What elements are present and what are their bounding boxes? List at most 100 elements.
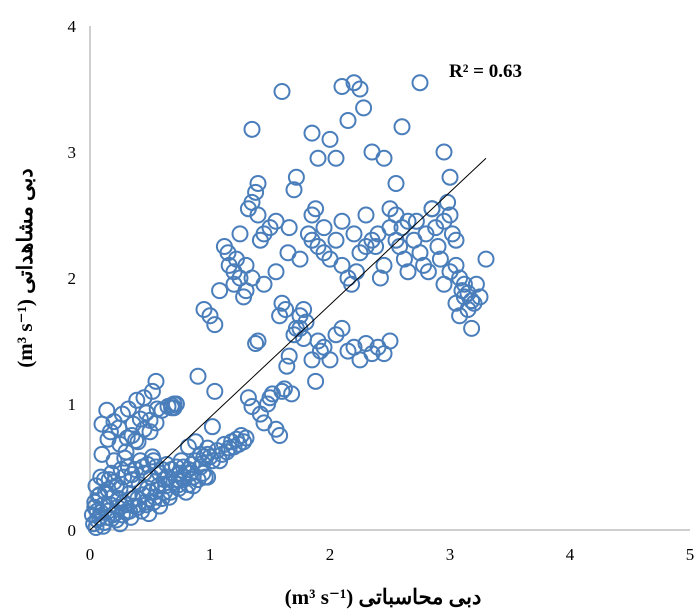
data-point xyxy=(206,316,224,334)
data-point xyxy=(98,401,116,419)
data-point xyxy=(105,452,123,470)
data-point xyxy=(303,124,321,142)
data-point xyxy=(467,275,485,293)
data-point xyxy=(291,319,309,337)
data-point xyxy=(351,244,369,262)
data-point xyxy=(143,448,161,466)
data-point xyxy=(237,429,255,447)
data-point xyxy=(235,433,253,451)
data-point xyxy=(363,345,381,363)
y-tick-label: 0 xyxy=(68,521,77,540)
data-point xyxy=(104,506,122,524)
data-point xyxy=(463,292,481,310)
x-tick-label: 3 xyxy=(446,545,455,564)
data-point xyxy=(339,112,357,129)
data-point xyxy=(333,319,351,337)
data-point xyxy=(459,284,477,302)
data-point xyxy=(163,396,181,414)
data-point xyxy=(101,423,119,441)
data-point xyxy=(105,473,123,491)
data-point xyxy=(279,244,297,262)
data-point xyxy=(347,263,365,281)
x-tick-label: 0 xyxy=(86,545,95,564)
data-point xyxy=(431,250,449,268)
data-point xyxy=(249,206,267,224)
data-point xyxy=(327,326,345,344)
data-point xyxy=(371,269,389,287)
y-tick-label: 3 xyxy=(68,143,77,162)
trendline xyxy=(89,157,487,531)
data-point xyxy=(247,335,265,353)
data-point xyxy=(219,244,237,262)
data-point xyxy=(307,372,325,390)
data-point xyxy=(369,225,387,243)
data-point xyxy=(295,301,313,318)
data-point xyxy=(477,250,495,268)
data-point xyxy=(441,263,459,281)
y-tick-label: 2 xyxy=(68,269,77,288)
data-point xyxy=(315,219,333,237)
data-point xyxy=(351,80,369,98)
data-point xyxy=(357,238,375,255)
data-point xyxy=(327,149,345,167)
data-point xyxy=(249,175,267,192)
data-point xyxy=(419,263,437,281)
data-point xyxy=(399,263,417,281)
data-point xyxy=(273,83,291,101)
data-point xyxy=(429,238,447,255)
data-point xyxy=(117,443,135,461)
data-point xyxy=(255,225,273,243)
data-point xyxy=(145,493,163,511)
y-tick-labels: 0 1 2 3 4 xyxy=(68,17,77,540)
data-point xyxy=(357,206,375,224)
axes xyxy=(89,26,690,531)
data-point xyxy=(451,307,469,325)
data-point xyxy=(441,206,459,224)
data-point xyxy=(333,212,351,230)
data-point xyxy=(285,181,303,199)
data-point xyxy=(195,301,213,318)
data-point xyxy=(393,219,411,237)
data-point xyxy=(161,483,179,501)
data-point xyxy=(411,74,429,92)
data-point xyxy=(107,511,125,529)
data-point xyxy=(455,275,473,293)
data-point xyxy=(407,212,425,230)
data-point xyxy=(137,496,155,514)
data-point xyxy=(367,238,385,255)
data-point xyxy=(237,256,255,274)
data-point xyxy=(189,367,207,385)
data-point xyxy=(423,200,441,218)
data-point xyxy=(231,225,249,243)
data-point xyxy=(311,342,329,360)
x-tick-label: 2 xyxy=(326,545,335,564)
data-point xyxy=(287,168,305,186)
data-point xyxy=(103,464,121,482)
data-point xyxy=(211,282,229,300)
data-point xyxy=(441,168,459,186)
data-point xyxy=(309,238,327,255)
y-tick-label: 4 xyxy=(68,17,77,36)
data-point xyxy=(303,231,321,249)
data-point xyxy=(225,275,243,293)
data-point xyxy=(309,149,327,167)
data-point xyxy=(327,231,345,249)
data-point xyxy=(447,231,465,249)
data-point xyxy=(277,301,295,318)
data-point xyxy=(87,518,105,536)
data-point xyxy=(201,307,219,325)
data-point xyxy=(303,351,321,369)
x-axis-title: دبی محاسباتی (m³ s⁻¹) xyxy=(285,585,482,609)
data-point xyxy=(199,468,217,486)
x-tick-label: 4 xyxy=(566,545,575,564)
data-point xyxy=(247,183,265,201)
data-point xyxy=(249,332,267,350)
r-squared-annotation: R² = 0.63 xyxy=(449,61,522,82)
data-point xyxy=(147,372,165,390)
data-point xyxy=(395,250,413,268)
data-point xyxy=(381,332,399,350)
data-point xyxy=(170,479,188,497)
data-point xyxy=(295,329,313,347)
